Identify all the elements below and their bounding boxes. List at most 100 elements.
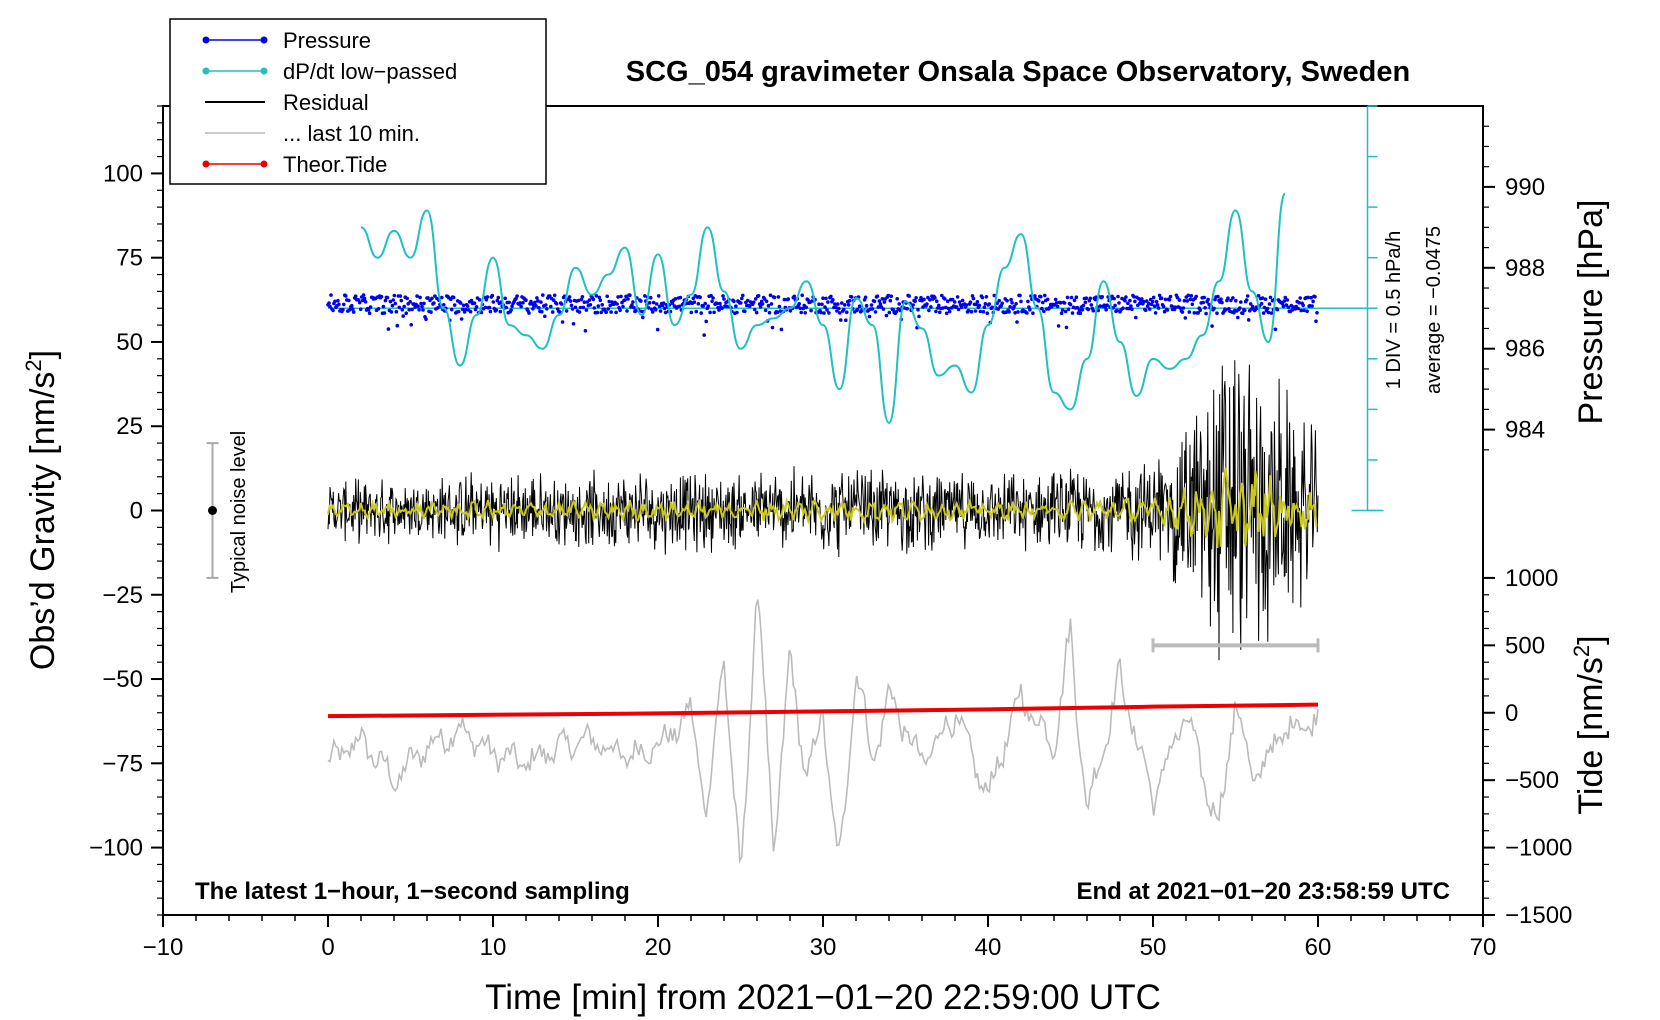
legend-label: Theor.Tide [283,152,387,177]
pressure-point [1089,303,1094,307]
pressure-point [797,302,801,306]
pressure-point [490,293,495,298]
pressure-point [564,309,569,313]
pressure-point [415,294,419,298]
y-tick-label: −50 [102,666,143,693]
y-axis-label-tide-sup: 2 [1569,645,1594,657]
pressure-point [647,301,652,305]
pressure-point [1219,297,1223,302]
pressure-point [531,307,535,311]
pressure-point [621,304,625,309]
pressure-point [1281,304,1286,309]
pressure-point [677,304,682,309]
pressure-point [655,327,660,332]
pressure-point [554,302,559,306]
pressure-point [592,306,597,310]
pressure-point [404,311,409,316]
pressure-point [1053,297,1058,302]
pressure-point [1042,309,1046,314]
pressure-point [786,297,791,301]
pressure-point [503,296,508,301]
pressure-point [873,310,878,314]
pressure-point [1018,293,1022,298]
pressure-point [916,307,920,312]
pressure-point [1202,295,1206,300]
pressure-point [817,302,821,307]
pressure-point [588,303,593,307]
pressure-point [1175,295,1180,300]
pressure-point [333,299,337,304]
x-tick-label: 0 [321,934,334,961]
pressure-point [1216,294,1220,299]
pressure-point [975,300,980,304]
pressure-point [1275,307,1280,312]
pressure-point [1187,310,1192,314]
pressure-point [569,303,574,308]
annotation-bottom-left: The latest 1−hour, 1−second sampling [195,878,630,905]
pressure-point [694,309,699,314]
pressure-point [632,305,636,310]
pressure-point [838,311,842,315]
pressure-point [710,299,714,304]
pressure-point [653,307,658,312]
y-axis-label-left: Obs’d Gravity [nm/s2] [21,350,62,670]
tide-axis: −1500 −1000 −500 0 500 1000 [1483,565,1572,929]
pressure-point [430,296,434,301]
pressure-point [1188,297,1193,302]
pressure-point [1302,308,1306,313]
pressure-point [342,302,346,307]
pressure-point [776,295,781,299]
pressure-point [696,302,701,306]
pressure-point [331,308,335,313]
pressure-point [743,309,747,314]
pressure-point [1140,297,1144,301]
pressure-point [849,295,854,299]
pressure-point [846,303,851,307]
pressure-point [1215,311,1219,316]
pressure-tick-label: 984 [1505,417,1545,444]
pressure-point [458,301,463,305]
pressure-point [1268,295,1273,300]
pressure-point [699,311,703,315]
pressure-point [579,297,584,302]
pressure-point [845,310,849,315]
pressure-point [474,305,479,309]
pressure-point [336,298,340,303]
pressure-point [1069,295,1074,300]
pressure-point [887,310,892,315]
x-tick-label: −10 [143,934,184,961]
x-tick-label: 50 [1140,934,1167,961]
pressure-point [405,296,410,301]
pressure-point [477,298,482,302]
pressure-point [889,294,894,299]
pressure-point [417,308,421,312]
pressure-point [410,307,414,312]
pressure-point [725,304,729,309]
pressure-point [413,305,417,309]
pressure-point [1039,294,1043,299]
pressure-point [1210,324,1214,328]
pressure-point [419,301,423,306]
pressure-point [1007,310,1011,314]
pressure-point [606,307,610,311]
pressure-point [663,310,668,315]
pressure-point [721,294,725,298]
pressure-point [1183,316,1188,320]
pressure-point [947,309,952,314]
pressure-point [752,307,757,312]
y-tick-label: −75 [102,750,143,777]
pressure-point [938,310,942,315]
pressure-point [580,295,585,299]
y-tick-label: −100 [89,835,143,862]
pressure-point [515,294,519,298]
pressure-point [718,301,722,306]
pressure-point [1296,306,1300,311]
pressure-point [834,305,838,310]
pressure-point [491,300,496,304]
pressure-point [717,308,721,312]
pressure-point [767,310,772,315]
pressure-point [407,307,412,312]
pressure-point [573,305,578,310]
pressure-point [510,304,514,308]
pressure-point [1142,299,1146,304]
